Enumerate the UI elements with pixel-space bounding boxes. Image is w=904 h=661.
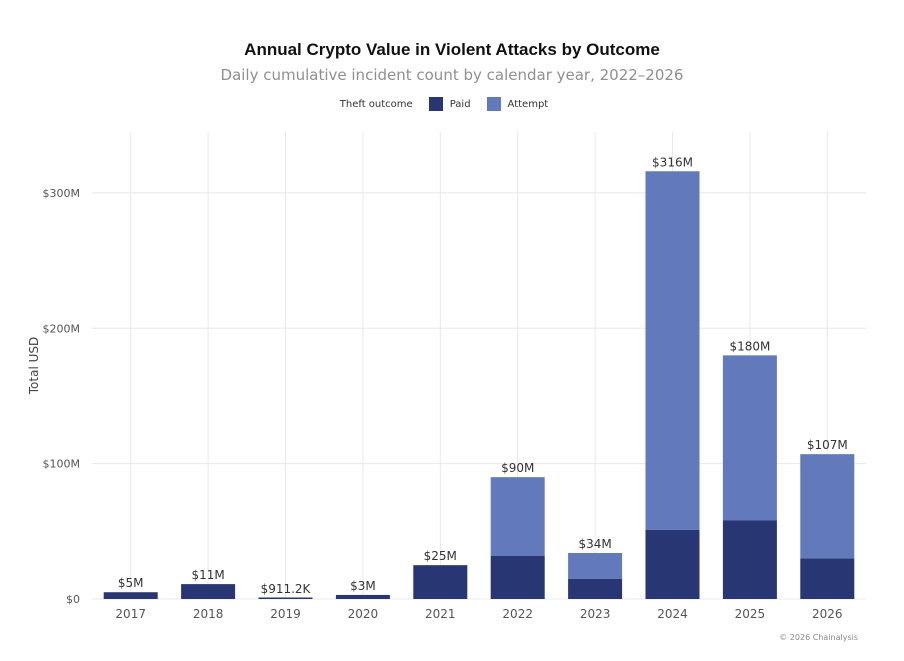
y-axis-label: Total USD bbox=[27, 337, 41, 395]
legend-swatch-attempt bbox=[486, 97, 501, 111]
bar-paid-2024 bbox=[645, 529, 700, 599]
bar-paid-2019 bbox=[258, 597, 313, 599]
legend-swatch-paid bbox=[428, 97, 443, 111]
legend-label-attempt: Attempt bbox=[507, 98, 549, 110]
chart-subtitle: Daily cumulative incident count by calen… bbox=[220, 66, 684, 84]
x-tick-label-2021: 2021 bbox=[425, 607, 456, 621]
bar-paid-2020 bbox=[335, 594, 390, 599]
bar-total-label-2020: $3M bbox=[350, 579, 376, 593]
legend: Theft outcome Paid Attempt bbox=[0, 97, 904, 111]
legend-item-attempt: Attempt bbox=[486, 97, 549, 111]
bar-attempt-2026 bbox=[800, 454, 855, 559]
x-tick-label-2025: 2025 bbox=[735, 607, 766, 621]
chart-title: Annual Crypto Value in Violent Attacks b… bbox=[244, 40, 660, 59]
x-tick-label-2023: 2023 bbox=[580, 607, 611, 621]
x-tick-label-2026: 2026 bbox=[812, 607, 843, 621]
y-tick-label: $200M bbox=[43, 322, 81, 335]
bar-paid-2026 bbox=[800, 558, 855, 599]
x-tick-label-2017: 2017 bbox=[115, 607, 146, 621]
x-tick-label-2024: 2024 bbox=[657, 607, 688, 621]
bar-paid-2021 bbox=[413, 565, 468, 599]
copyright-footer: © 2026 Chainalysis bbox=[779, 633, 858, 642]
bar-paid-2023 bbox=[568, 578, 623, 599]
bar-total-label-2021: $25M bbox=[424, 549, 457, 563]
x-tick-label-2020: 2020 bbox=[348, 607, 379, 621]
bar-paid-2022 bbox=[490, 555, 545, 599]
bar-attempt-2024 bbox=[645, 171, 700, 530]
y-tick-label: $300M bbox=[43, 187, 81, 200]
y-tick-label: $100M bbox=[43, 458, 81, 471]
bar-attempt-2022 bbox=[490, 477, 545, 556]
legend-label-paid: Paid bbox=[449, 98, 471, 110]
x-tick-label-2019: 2019 bbox=[270, 607, 301, 621]
y-tick-label: $0 bbox=[66, 593, 80, 606]
bar-attempt-2023 bbox=[568, 552, 623, 579]
bar-paid-2017 bbox=[103, 592, 158, 599]
bar-total-label-2024: $316M bbox=[652, 155, 693, 169]
x-tick-label-2018: 2018 bbox=[193, 607, 224, 621]
x-tick-label-2022: 2022 bbox=[502, 607, 533, 621]
bar-paid-2025 bbox=[722, 520, 777, 599]
bar-paid-2018 bbox=[181, 584, 236, 599]
bar-total-label-2023: $34M bbox=[578, 537, 611, 551]
bar-total-label-2025: $180M bbox=[729, 339, 770, 353]
legend-item-paid: Paid bbox=[428, 97, 471, 111]
bar-total-label-2019: $911.2K bbox=[261, 582, 312, 596]
bar-attempt-2025 bbox=[722, 355, 777, 521]
bar-total-label-2018: $11M bbox=[191, 568, 224, 582]
legend-title: Theft outcome bbox=[339, 98, 413, 110]
bar-total-label-2022: $90M bbox=[501, 461, 534, 475]
bar-total-label-2026: $107M bbox=[807, 438, 848, 452]
bar-total-label-2017: $5M bbox=[118, 576, 144, 590]
